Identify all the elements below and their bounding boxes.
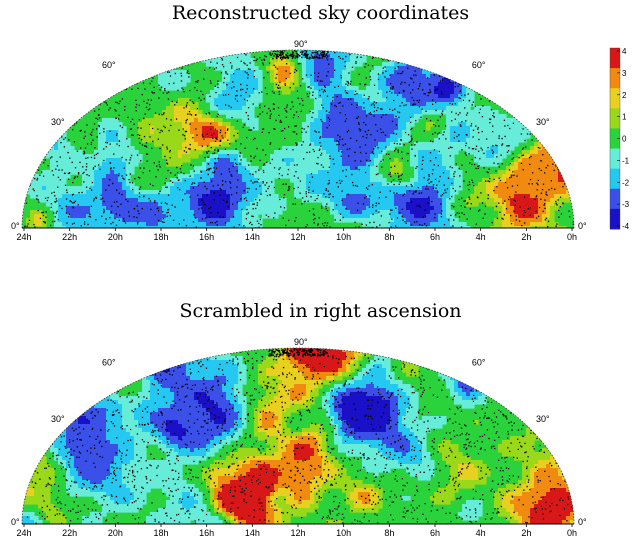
declination-label: 30°: [51, 414, 65, 424]
colorbar-tick-label: 3: [622, 69, 627, 78]
colorbar-tick-label: 4: [622, 47, 627, 56]
declination-label: 0°: [578, 221, 587, 231]
ra-tick-label: 4h: [476, 232, 486, 242]
colorbar-segment: [610, 48, 620, 69]
ra-tick-label: 6h: [430, 232, 440, 242]
ra-tick-label: 8h: [384, 232, 394, 242]
ra-tick-label: 14h: [245, 528, 260, 538]
colorbar-tick-label: -2: [622, 178, 630, 187]
declination-label: 30°: [536, 117, 550, 127]
colorbar-segment: [610, 68, 620, 89]
ra-tick-label: 4h: [476, 528, 486, 538]
declination-label: 0°: [11, 221, 20, 231]
ra-tick-label: 2h: [521, 232, 531, 242]
declination-label: 30°: [536, 414, 550, 424]
ra-tick-label: 24h: [16, 528, 31, 538]
ra-tick-label: 22h: [62, 528, 77, 538]
colorbar-tick-label: -1: [622, 156, 630, 165]
colorbar-segment: [610, 148, 620, 170]
ra-tick-label: 6h: [430, 528, 440, 538]
declination-label: 30°: [51, 117, 65, 127]
ra-tick-label: 12h: [290, 232, 305, 242]
colorbar-segment: [610, 208, 620, 230]
colorbar-tick-label: -4: [622, 222, 630, 231]
ra-tick-label: 22h: [62, 232, 77, 242]
ra-tick-label: 24h: [16, 232, 31, 242]
declination-label: 60°: [472, 358, 486, 368]
declination-label: 60°: [472, 60, 486, 70]
ra-tick-label: 16h: [199, 232, 214, 242]
ra-tick-label: 10h: [336, 232, 351, 242]
ra-tick-label: 12h: [290, 528, 305, 538]
declination-label: 0°: [578, 517, 587, 527]
declination-label: 60°: [102, 60, 116, 70]
colorbar-segment: [610, 168, 620, 190]
declination-label: 60°: [102, 358, 116, 368]
map-outline: [21, 347, 575, 525]
colorbar: 4 3 2 1 0 -1 -2 -3 -4: [609, 47, 630, 231]
significance-field: [22, 50, 574, 228]
sky-map-scrambled: 24h 22h 20h 18h 16h 14h 12h 10h 8h 6h 4h 2h 0h0°30°6…: [11, 337, 587, 538]
ra-tick-label: 8h: [384, 528, 394, 538]
colorbar-tick-label: 0: [622, 135, 627, 144]
ra-tick-label: 14h: [245, 232, 260, 242]
ra-tick-label: 2h: [521, 528, 531, 538]
map-outline: [21, 49, 575, 229]
colorbar-tick-label: 2: [622, 91, 627, 100]
ra-tick-label: 16h: [199, 528, 214, 538]
declination-label: 90°: [294, 337, 308, 347]
declination-label: 0°: [11, 517, 20, 527]
ra-tick-label: 0h: [567, 232, 577, 242]
colorbar-segment: [610, 108, 620, 129]
colorbar-tick-label: -3: [622, 200, 630, 209]
declination-label: 90°: [294, 39, 308, 49]
colorbar-segment: [610, 188, 620, 210]
colorbar-segment: [610, 128, 620, 150]
chart-title-scrambled: Scrambled in right ascension: [179, 300, 462, 322]
colorbar-tick-label: 1: [622, 113, 627, 122]
sky-map-reconstructed: 24h 22h 20h 18h 16h 14h 12h 10h 8h 6h 4h 2h 0h0°30°6…: [11, 39, 587, 242]
significance-field: [22, 348, 574, 524]
ra-tick-label: 18h: [153, 232, 168, 242]
ra-tick-label: 20h: [108, 528, 123, 538]
ra-tick-label: 0h: [567, 528, 577, 538]
ra-tick-label: 20h: [108, 232, 123, 242]
ra-tick-label: 10h: [336, 528, 351, 538]
colorbar-segment: [610, 88, 620, 109]
ra-tick-label: 18h: [153, 528, 168, 538]
chart-title-reconstructed: Reconstructed sky coordinates: [171, 2, 470, 24]
